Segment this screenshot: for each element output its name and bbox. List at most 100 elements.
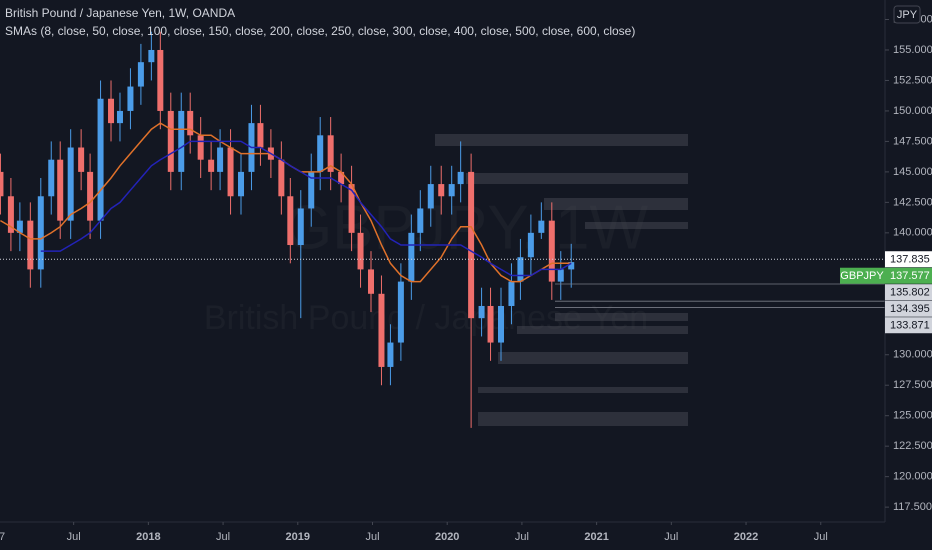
candle-body — [217, 147, 224, 172]
y-tick-label: 125.000 — [893, 410, 932, 422]
x-tick-label: Jul — [216, 531, 230, 543]
price-tag-label: 137.577 — [890, 270, 930, 282]
zone — [466, 173, 688, 184]
price-tag-label: 135.802 — [890, 287, 930, 299]
candle-body — [197, 135, 204, 160]
plot — [0, 31, 885, 428]
candle-body — [127, 86, 134, 111]
x-tick-label: Jul — [515, 531, 529, 543]
candle-body — [417, 208, 424, 233]
x-tick-label: 2022 — [734, 531, 758, 543]
y-tick-label: 152.500 — [893, 74, 932, 86]
candle-body — [238, 171, 245, 197]
zone — [478, 387, 688, 393]
candle-body — [167, 110, 174, 172]
y-tick-label: 127.500 — [893, 379, 932, 391]
indicator-legend: SMAs (8, close, 50, close, 100, close, 1… — [5, 24, 635, 38]
currency-button[interactable] — [893, 5, 921, 24]
x-tick-label: 2020 — [435, 531, 459, 543]
candle-body — [48, 159, 55, 197]
y-tick-label: 147.500 — [893, 135, 932, 147]
candle-body — [348, 184, 355, 233]
price-tag — [885, 251, 932, 268]
candle-body — [116, 110, 123, 124]
candle-body — [378, 293, 385, 367]
candle-body — [287, 196, 294, 246]
candle-body — [97, 98, 104, 221]
candle-body — [478, 305, 485, 319]
candle-body — [208, 159, 215, 172]
y-tick-label: 145.000 — [893, 166, 932, 178]
candle-body — [278, 159, 285, 197]
x-tick-label: Jul — [664, 531, 678, 543]
zone — [478, 412, 688, 426]
candle-body — [257, 123, 264, 148]
x-tick-label: 17 — [0, 531, 5, 543]
candle-body — [67, 147, 74, 221]
price-tag — [885, 267, 932, 284]
y-tick-label: 142.500 — [893, 196, 932, 208]
price-tag-label: 133.871 — [890, 320, 930, 332]
x-tick-label: 2021 — [584, 531, 608, 543]
zone — [435, 134, 688, 146]
candle-body — [308, 171, 315, 209]
price-tag-label: 134.395 — [890, 303, 930, 315]
candle-body — [508, 281, 515, 306]
candle-body — [157, 49, 164, 111]
candle-body — [438, 184, 445, 197]
x-tick-label: Jul — [365, 531, 379, 543]
candle-body — [178, 110, 185, 172]
y-tick-label: 140.000 — [893, 227, 932, 239]
candle-body — [487, 305, 494, 343]
candle-body — [548, 220, 555, 282]
candle-body — [297, 208, 304, 246]
candle-body — [227, 147, 234, 197]
candle-body — [78, 147, 85, 172]
symbol-tag-label: GBPJPY — [840, 270, 884, 282]
candle-body — [557, 269, 564, 282]
price-tag — [885, 300, 932, 317]
candle-body — [187, 110, 194, 136]
zones — [435, 134, 688, 426]
candle-body — [57, 159, 64, 221]
candle-body — [16, 220, 23, 233]
y-tick-label: 155.000 — [893, 44, 932, 56]
y-tick-label: 130.000 — [893, 349, 932, 361]
candle-body — [27, 220, 34, 270]
candle-body — [137, 62, 144, 87]
sma-line — [40, 140, 572, 277]
zone — [544, 198, 688, 210]
candle-body — [327, 135, 334, 172]
y-tick-label: 117.500 — [893, 501, 932, 513]
candle-body — [497, 305, 504, 343]
x-tick-label: 2019 — [286, 531, 310, 543]
price-tag — [885, 317, 932, 334]
currency-label[interactable]: JPY — [897, 9, 918, 21]
price-tag-label: 137.835 — [890, 254, 930, 266]
candle-body — [368, 269, 375, 294]
candle-body — [387, 342, 394, 367]
candle-body — [317, 135, 324, 172]
y-tick-label: 120.000 — [893, 471, 932, 483]
zone — [585, 222, 688, 229]
candle-body — [7, 196, 14, 233]
candle-body — [468, 171, 475, 319]
chart-title: British Pound / Japanese Yen, 1W, OANDA — [5, 6, 235, 20]
zone — [498, 352, 688, 364]
candle-body — [568, 262, 575, 270]
candle-body — [0, 171, 4, 197]
zone — [555, 313, 688, 321]
candle-body — [408, 232, 415, 282]
price-tag — [885, 284, 932, 301]
y-tick-label: 150.000 — [893, 105, 932, 117]
candle-body — [448, 184, 455, 197]
y-tick-label: 122.500 — [893, 440, 932, 452]
candle-body — [397, 281, 404, 343]
x-tick-label: 2018 — [136, 531, 160, 543]
candle-body — [338, 171, 345, 185]
candle-body — [108, 98, 115, 124]
zone — [517, 326, 688, 334]
candle-body — [357, 232, 364, 270]
